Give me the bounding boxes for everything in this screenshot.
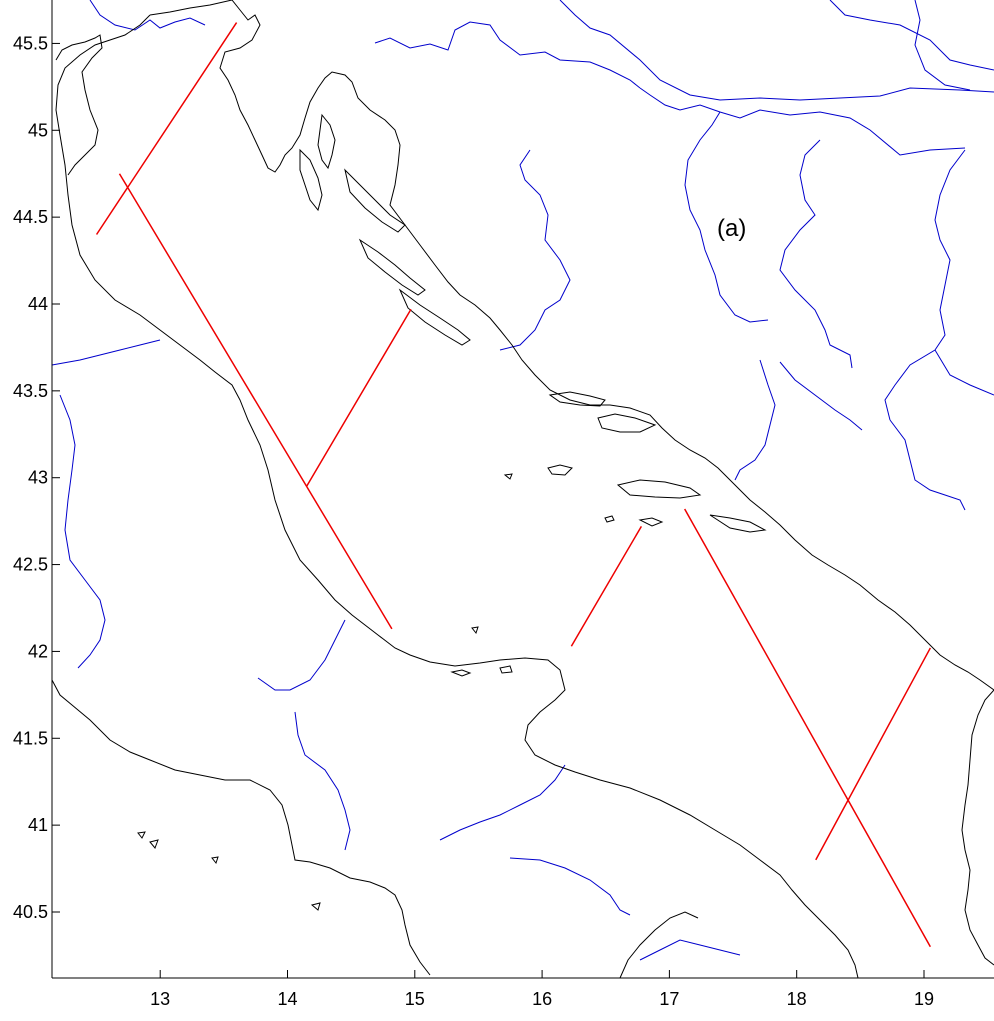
x-tick-label: 14	[277, 989, 297, 1009]
y-tick-label: 43.5	[13, 381, 48, 401]
x-tick-label: 16	[532, 989, 552, 1009]
axes-layer: 13 14 15 16 17 18 19 40.5 41 41.5 42 42.5 43 43.5 44 44…	[13, 0, 994, 1009]
river-tiber-branch	[257, 619, 346, 691]
satellite-track-2	[118, 173, 393, 630]
island-krk	[317, 113, 336, 170]
river-italy-4	[439, 764, 566, 841]
x-tick-label: 13	[150, 989, 170, 1009]
river-north-1	[374, 21, 641, 89]
coastline-gulf-taranto	[619, 911, 699, 979]
y-tick-label: 45	[28, 120, 48, 140]
island-vis	[547, 464, 573, 476]
river-north-5	[89, 0, 206, 31]
river-north-4	[829, 0, 994, 71]
y-tick-label: 43	[28, 468, 48, 488]
y-tick-label: 41	[28, 815, 48, 835]
river-italy-5	[509, 857, 631, 916]
island-kornati	[398, 288, 471, 346]
y-tick-label: 45.5	[13, 33, 48, 53]
x-tick-label: 18	[787, 989, 807, 1009]
satellite-track-4	[570, 525, 643, 647]
island-small-5	[310, 902, 321, 911]
island-tremiti	[450, 665, 513, 677]
y-tick-label: 42.5	[13, 555, 48, 575]
river-bosnia-4	[884, 149, 966, 421]
river-serbia	[934, 349, 994, 396]
island-mljet	[709, 514, 767, 533]
river-north-2	[559, 0, 994, 101]
river-bosnia-1	[499, 149, 571, 351]
satellite-track-1	[95, 22, 238, 235]
island-small-2	[471, 626, 479, 635]
island-pag	[344, 168, 406, 233]
coastline-layer	[51, 0, 994, 979]
island-korcula	[616, 479, 702, 499]
river-italy-3	[294, 711, 351, 851]
river-bosnia-3	[779, 139, 853, 369]
rivers-layer	[51, 0, 994, 961]
island-small-1	[503, 473, 513, 480]
y-tick-label: 41.5	[13, 728, 48, 748]
y-tick-label: 44	[28, 294, 48, 314]
river-bosnia-5	[734, 359, 776, 481]
tracks-layer	[95, 22, 932, 948]
island-palagruza	[604, 515, 615, 523]
x-tick-label: 15	[405, 989, 425, 1009]
x-tick-label: 19	[914, 989, 934, 1009]
island-small-3	[137, 831, 159, 849]
island-cres	[299, 148, 323, 212]
island-hvar	[597, 413, 657, 433]
satellite-track-5	[684, 508, 932, 948]
coastline-italy-adriatic	[55, 14, 859, 979]
coastline-istria	[149, 0, 994, 691]
satellite-track-3	[305, 308, 412, 487]
river-italy-1	[51, 339, 161, 366]
river-italy-2	[59, 394, 106, 669]
island-dugi-otok	[358, 238, 426, 296]
river-bosnia-6	[779, 361, 863, 431]
panel-label: (a)	[717, 215, 746, 242]
river-bosnia-2	[684, 111, 769, 323]
y-tick-label: 40.5	[13, 902, 48, 922]
river-north-6	[914, 0, 971, 91]
island-lastovo	[638, 517, 664, 527]
river-north-3	[639, 87, 966, 156]
y-tick-label: 44.5	[13, 207, 48, 227]
river-italy-6	[639, 939, 741, 961]
coastline-albania	[961, 689, 994, 966]
island-brac	[548, 391, 606, 407]
coastline-italy-tyrrhenian	[51, 679, 431, 976]
coastline-venice-lagoon	[55, 34, 103, 176]
y-tick-label: 42	[28, 641, 48, 661]
island-small-4	[211, 856, 219, 865]
satellite-track-6	[815, 647, 932, 861]
river-montenegro	[889, 419, 966, 511]
x-tick-label: 17	[659, 989, 679, 1009]
